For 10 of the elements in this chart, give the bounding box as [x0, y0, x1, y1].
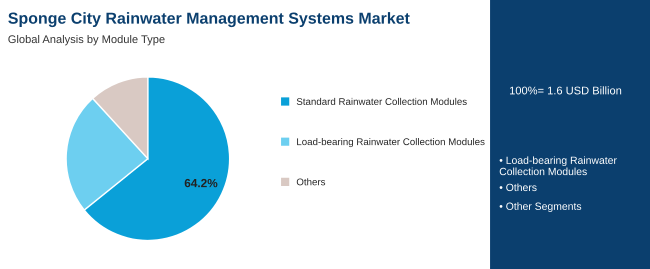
legend-label: Load-bearing Rainwater Collection Modules	[297, 138, 485, 148]
data-label: 64.2%	[184, 178, 218, 188]
text: 100%= 1.6 USD Billion	[510, 86, 622, 94]
text: • Other Segments	[500, 202, 582, 212]
text: • Others	[500, 183, 537, 192]
chart-title: Sponge City Rainwater Management Systems Market	[8, 12, 410, 28]
text: • Load-bearing Rainwater Collection Modules	[500, 156, 617, 176]
legend-label: Standard Rainwater Collection Modules	[296, 98, 467, 106]
chart-subtitle: Global Analysis by Module Type	[8, 34, 165, 46]
legend-label: Others	[296, 178, 326, 186]
